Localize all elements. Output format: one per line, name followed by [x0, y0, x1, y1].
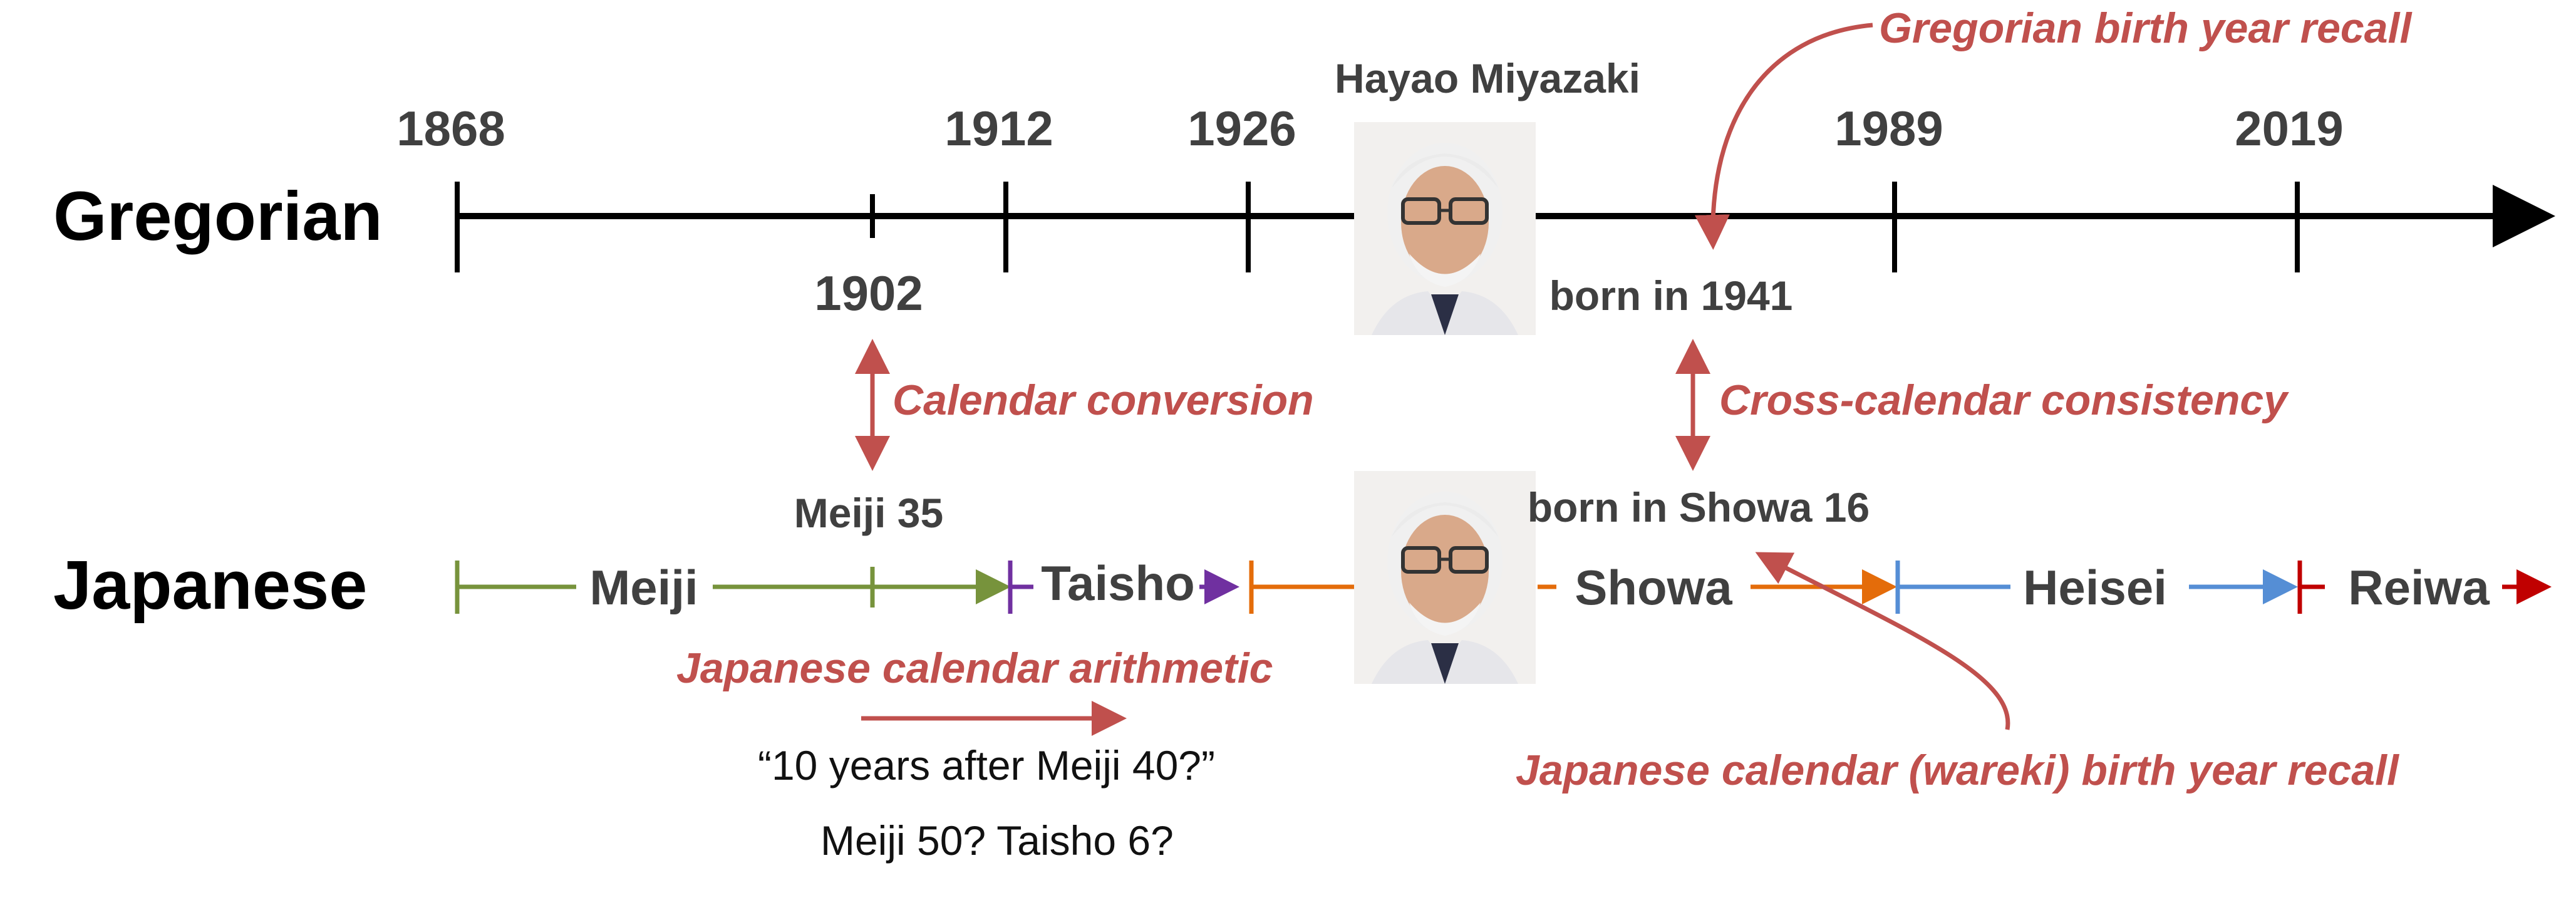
era-taisho: Taisho	[1041, 556, 1195, 611]
born-japanese-label: born in Showa 16	[1528, 484, 1870, 530]
task-gregorian-recall: Gregorian birth year recall	[1879, 4, 2413, 52]
task-japanese-arithmetic: Japanese calendar arithmetic	[676, 644, 1273, 692]
year-label-1912: 1912	[944, 101, 1053, 156]
era-showa: Showa	[1575, 560, 1732, 615]
era-heisei: Heisei	[2023, 560, 2167, 615]
era-meiji: Meiji	[589, 560, 698, 615]
portrait-photo-top	[1354, 122, 1536, 335]
year-label-1868: 1868	[396, 101, 505, 156]
era-reiwa: Reiwa	[2348, 560, 2490, 615]
gregorian-row-title: Gregorian	[53, 178, 383, 255]
year-label-1926: 1926	[1187, 101, 1296, 156]
arrow-gregorian-recall	[1694, 23, 1873, 250]
task-cross-calendar: Cross-calendar consistency	[1719, 376, 2289, 424]
task-wareki-recall: Japanese calendar (wareki) birth year re…	[1516, 747, 2400, 794]
task-calendar-conversion: Calendar conversion	[892, 376, 1314, 424]
arithmetic-question: “10 years after Meiji 40?”	[758, 742, 1215, 788]
year-label-1989: 1989	[1834, 101, 1943, 156]
person-name: Hayao Miyazaki	[1335, 55, 1640, 101]
arithmetic-answers: Meiji 50? Taisho 6?	[820, 817, 1174, 864]
meiji-35-label: Meiji 35	[794, 490, 943, 536]
year-label-2019: 2019	[2235, 101, 2344, 156]
arrow-wareki-recall	[1755, 552, 2010, 730]
year-label-1902: 1902	[814, 266, 923, 321]
born-gregorian-label: born in 1941	[1549, 272, 1793, 319]
japanese-row-title: Japanese	[53, 547, 367, 624]
portrait-photo-bottom	[1354, 471, 1536, 684]
